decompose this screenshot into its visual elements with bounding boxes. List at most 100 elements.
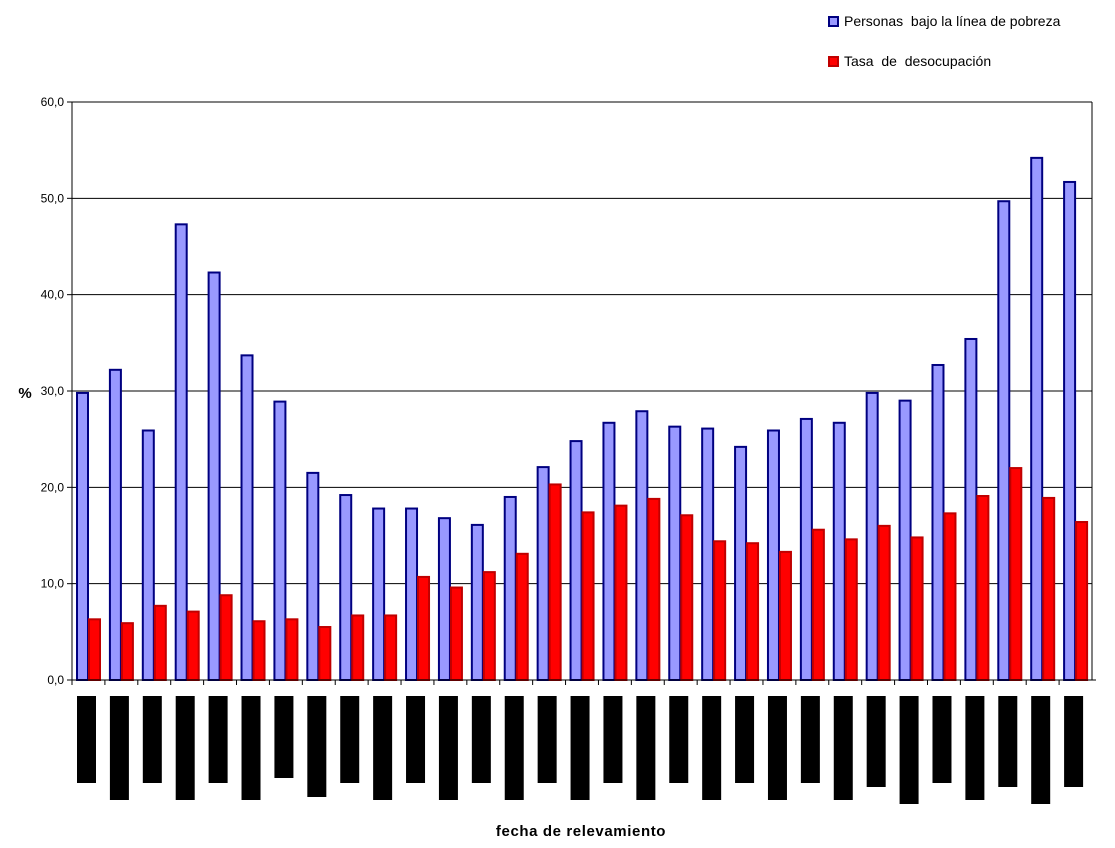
bar-pobreza (602, 421, 616, 681)
x-tick-label-redacted (274, 696, 294, 778)
bar-desocupacion (910, 536, 924, 682)
x-tick-label-redacted (208, 696, 228, 783)
y-tick-label: 60,0 (41, 95, 65, 109)
legend-label-pobreza: Personas bajo la línea de pobreza (844, 13, 1061, 29)
x-tick-label-redacted (998, 696, 1018, 787)
bar-desocupacion (449, 586, 463, 682)
bar-pobreza (1063, 180, 1077, 681)
bar-desocupacion (285, 618, 299, 681)
legend-label-desocupacion: Tasa de desocupación (844, 53, 991, 69)
bars (76, 156, 1089, 682)
bar-desocupacion (417, 575, 431, 682)
bar-desocupacion (482, 571, 496, 682)
x-tick-label-redacted (504, 696, 524, 800)
bar-pobreza (931, 363, 945, 681)
y-axis-label: % (18, 385, 31, 402)
bar-desocupacion (844, 538, 858, 681)
bar-desocupacion (647, 497, 661, 682)
x-tick-label-redacted (1064, 696, 1084, 787)
x-tick-label-redacted (833, 696, 853, 800)
bar-pobreza (207, 271, 221, 681)
bar-desocupacion (1075, 521, 1089, 681)
x-tick-label-redacted (406, 696, 426, 783)
y-tick-label: 50,0 (41, 191, 65, 205)
bar-pobreza (273, 400, 287, 681)
bar-desocupacion (252, 620, 266, 682)
bar-pobreza (372, 507, 386, 681)
bar-desocupacion (746, 542, 760, 681)
y-tick-label: 0,0 (47, 673, 64, 687)
bar-desocupacion (778, 550, 792, 681)
bar-desocupacion (88, 618, 101, 681)
x-tick-label-redacted (932, 696, 952, 783)
bar-desocupacion (318, 626, 332, 681)
bar-desocupacion (384, 614, 398, 681)
bar-pobreza (668, 425, 682, 682)
bar-pobreza (108, 368, 122, 681)
x-tick-label-redacted (373, 696, 393, 800)
bar-desocupacion (943, 512, 957, 681)
x-axis-label: fecha de relevamiento (496, 823, 666, 840)
x-tick-label-redacted (800, 696, 820, 783)
x-tick-label-redacted (471, 696, 491, 783)
x-tick-label-redacted (767, 696, 787, 800)
bar-pobreza (734, 445, 748, 681)
bar-pobreza (470, 523, 484, 681)
bar-pobreza (635, 410, 649, 681)
bar-pobreza (701, 427, 715, 681)
x-tick-label-redacted (866, 696, 886, 787)
bar-pobreza (174, 223, 188, 682)
bar-pobreza (832, 421, 846, 681)
y-tick-label: 40,0 (41, 288, 65, 302)
bar-pobreza (306, 471, 320, 681)
x-tick-label-redacted (175, 696, 195, 800)
x-tick-label-redacted (570, 696, 590, 800)
y-tick-label: 20,0 (41, 480, 65, 494)
bar-pobreza (569, 440, 583, 681)
bar-desocupacion (515, 552, 529, 682)
bar-pobreza (503, 495, 517, 682)
bar-desocupacion (877, 524, 891, 681)
bar-desocupacion (153, 604, 167, 681)
bar-desocupacion (976, 495, 990, 681)
bar-desocupacion (120, 622, 134, 681)
bar-desocupacion (219, 594, 233, 682)
bar-desocupacion (680, 514, 694, 682)
bar-desocupacion (713, 540, 727, 682)
legend-item-desocupacion: Tasa de desocupación (828, 53, 991, 69)
y-tick-label: 30,0 (41, 384, 65, 398)
bar-pobreza (766, 429, 780, 681)
x-tick-label-redacted (899, 696, 919, 804)
legend: Personas bajo la línea de pobreza Tasa d… (828, 13, 1061, 69)
x-tick-label-redacted (438, 696, 458, 800)
bar-pobreza (76, 391, 89, 681)
bar-pobreza (799, 417, 813, 681)
bar-desocupacion (548, 483, 562, 681)
x-tick-label-redacted (669, 696, 689, 783)
bar-desocupacion (351, 614, 365, 681)
bar-pobreza (141, 429, 155, 681)
bar-pobreza (240, 354, 254, 681)
x-tick-label-redacted (702, 696, 722, 800)
legend-swatch-desocupacion (828, 56, 839, 67)
bar-desocupacion (1009, 467, 1023, 682)
bar-desocupacion (581, 511, 595, 681)
x-tick-labels-redacted (77, 696, 1084, 804)
bar-pobreza (964, 337, 978, 681)
x-tick-label-redacted (1031, 696, 1051, 804)
bar-pobreza (997, 200, 1011, 681)
bar-pobreza (536, 466, 550, 681)
x-tick-label-redacted (537, 696, 557, 783)
legend-swatch-pobreza (828, 16, 839, 27)
bar-desocupacion (1042, 496, 1056, 681)
x-tick-label-redacted (636, 696, 656, 800)
x-tick-label-redacted (307, 696, 327, 797)
x-tick-label-redacted (109, 696, 129, 800)
legend-item-pobreza: Personas bajo la línea de pobreza (828, 13, 1061, 29)
y-tick-label: 10,0 (41, 577, 65, 591)
bar-desocupacion (614, 504, 628, 681)
bar-desocupacion (811, 528, 825, 681)
bar-pobreza (865, 391, 879, 681)
